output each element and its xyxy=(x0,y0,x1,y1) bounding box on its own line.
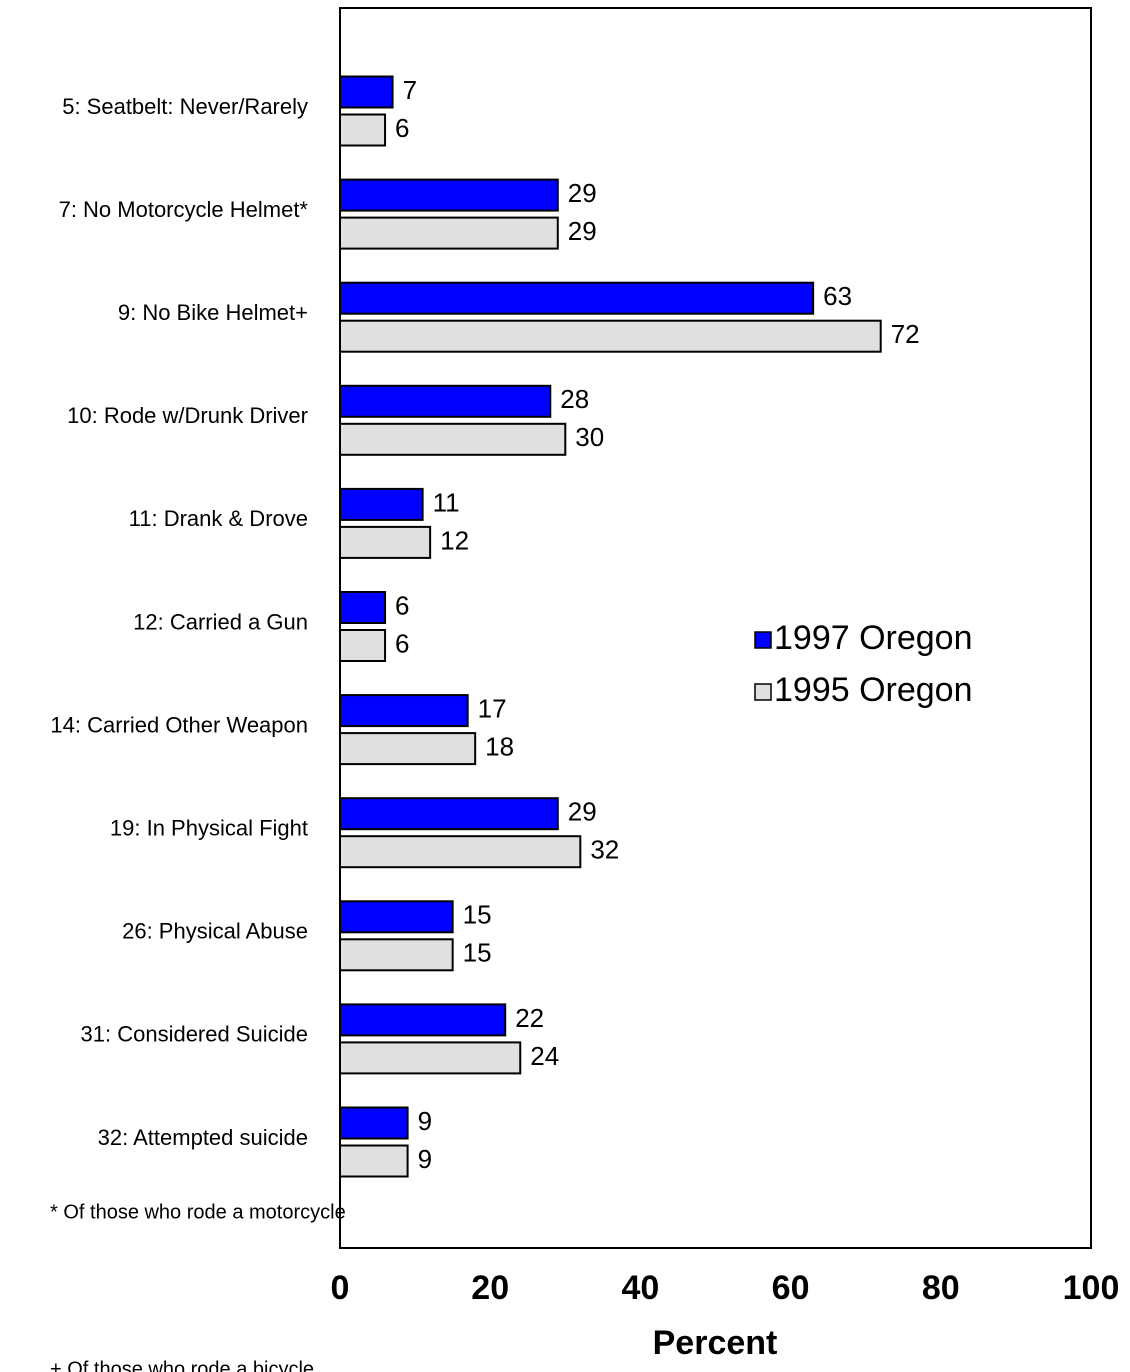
bar xyxy=(339,732,477,766)
data-label: 30 xyxy=(575,422,604,452)
legend-swatch xyxy=(754,683,772,701)
x-tick-label: 40 xyxy=(621,1269,659,1307)
y-tick-label: 10: Rode w/Drunk Driver xyxy=(67,403,308,428)
y-tick-label: 9: No Bike Helmet+ xyxy=(118,300,308,325)
footnote: + Of those who rode a bicycle xyxy=(50,1358,314,1372)
x-tick-label: 60 xyxy=(772,1269,810,1307)
legend-label: 1995 Oregon xyxy=(774,671,973,709)
y-tick-label: 14: Carried Other Weapon xyxy=(50,712,308,737)
bar xyxy=(339,525,432,559)
bar xyxy=(339,629,387,662)
bar xyxy=(339,591,387,624)
legend-label: 1997 Oregon xyxy=(774,619,973,657)
data-label: 6 xyxy=(395,113,409,143)
data-label: 17 xyxy=(478,693,507,723)
y-tick-label: 12: Carried a Gun xyxy=(133,609,308,634)
footnote: * Of those who rode a motorcycle xyxy=(50,1201,346,1223)
x-tick-label: 20 xyxy=(471,1269,509,1307)
data-label: 12 xyxy=(440,525,469,555)
x-tick-label: 100 xyxy=(1063,1269,1120,1307)
data-label: 9 xyxy=(418,1106,432,1136)
bar xyxy=(339,900,454,934)
bar xyxy=(339,178,559,212)
data-label: 29 xyxy=(568,178,597,208)
bar xyxy=(339,797,559,831)
x-tick-label: 0 xyxy=(331,1269,350,1307)
data-label: 24 xyxy=(530,1041,559,1071)
data-label: 6 xyxy=(395,628,409,658)
data-label: 29 xyxy=(568,797,597,827)
y-tick-label: 31: Considered Suicide xyxy=(81,1022,308,1047)
bar xyxy=(339,835,582,869)
data-label: 63 xyxy=(823,281,852,311)
bar xyxy=(339,384,552,418)
data-label: 32 xyxy=(590,835,619,865)
bar xyxy=(339,319,882,353)
data-label: 7 xyxy=(403,75,417,105)
x-axis-label: Percent xyxy=(653,1324,778,1362)
bar xyxy=(339,281,815,315)
y-tick-label: 32: Attempted suicide xyxy=(98,1125,308,1150)
bar xyxy=(339,938,454,972)
data-label: 15 xyxy=(463,900,492,930)
bar xyxy=(339,216,559,250)
legend-swatch xyxy=(754,631,772,649)
plot-frame xyxy=(339,7,1092,1249)
data-label: 9 xyxy=(418,1144,432,1174)
bar xyxy=(339,1041,522,1075)
data-label: 29 xyxy=(568,216,597,246)
data-label: 18 xyxy=(485,731,514,761)
bar xyxy=(339,75,394,109)
bar xyxy=(339,1144,409,1178)
bar xyxy=(339,694,469,728)
bar xyxy=(339,113,387,147)
bar xyxy=(339,1003,507,1037)
data-label: 15 xyxy=(463,938,492,968)
bar xyxy=(339,422,567,456)
data-label: 72 xyxy=(891,319,920,349)
data-label: 28 xyxy=(560,384,589,414)
data-label: 22 xyxy=(515,1003,544,1033)
y-tick-label: 11: Drank & Drove xyxy=(129,506,308,531)
data-label: 6 xyxy=(395,590,409,620)
y-tick-label: 26: Physical Abuse xyxy=(122,919,308,944)
y-tick-label: 5: Seatbelt: Never/Rarely xyxy=(62,94,308,119)
data-label: 11 xyxy=(433,487,460,517)
bar xyxy=(339,487,424,521)
bar xyxy=(339,1106,409,1140)
y-tick-label: 19: In Physical Fight xyxy=(110,816,308,841)
y-tick-label: 7: No Motorcycle Helmet* xyxy=(59,197,309,222)
x-tick-label: 80 xyxy=(922,1269,960,1307)
